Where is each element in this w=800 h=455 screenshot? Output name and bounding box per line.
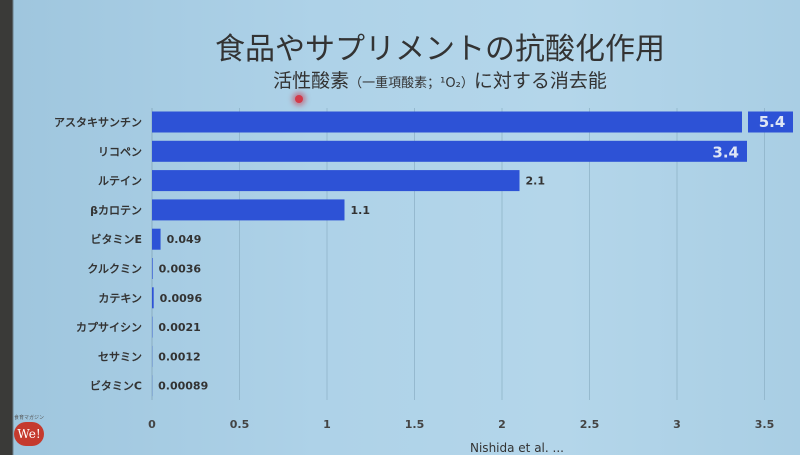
category-label: βカロテン (90, 204, 142, 217)
x-tick-label: 2.5 (580, 418, 600, 431)
bar (152, 199, 345, 220)
category-label: ビタミンC (90, 379, 142, 393)
category-label: カプサイシン (76, 320, 142, 334)
logo-badge: We! (14, 422, 44, 446)
x-tick-label: 0 (148, 418, 156, 431)
category-label: リコペン (98, 145, 142, 158)
bar (152, 141, 747, 162)
logo-small-text: 食育マガジン (14, 414, 44, 421)
data-label: 1.1 (351, 204, 371, 217)
data-label: 5.4 (759, 113, 786, 131)
x-tick-label: 1.5 (405, 418, 425, 431)
bar (152, 287, 154, 308)
category-label: ビタミンE (90, 232, 142, 246)
bar (152, 112, 742, 133)
data-label: 0.0021 (158, 321, 200, 334)
category-label: セサミン (98, 350, 142, 363)
data-label: 3.4 (712, 143, 739, 161)
bar (152, 170, 520, 191)
data-label: 2.1 (526, 175, 546, 188)
bar (152, 258, 153, 279)
category-label: カテキン (98, 292, 142, 305)
bar (152, 229, 161, 250)
category-label: ルテイン (98, 175, 142, 188)
x-tick-label: 1 (323, 418, 331, 431)
data-label: 0.049 (167, 233, 202, 246)
category-label: アスタキサンチン (54, 116, 142, 129)
category-label: クルクミン (87, 263, 142, 276)
x-tick-label: 3 (673, 418, 681, 431)
data-label: 0.0096 (160, 292, 203, 305)
x-tick-label: 3.5 (755, 418, 775, 431)
x-tick-label: 2 (498, 418, 506, 431)
data-label: 0.0036 (159, 263, 202, 276)
source-citation: Nishida et al. ... (470, 441, 564, 455)
data-label: 0.0012 (158, 350, 200, 363)
data-label: 0.00089 (158, 380, 208, 393)
logo: 食育マガジン We! (14, 414, 44, 446)
x-tick-label: 0.5 (230, 418, 250, 431)
